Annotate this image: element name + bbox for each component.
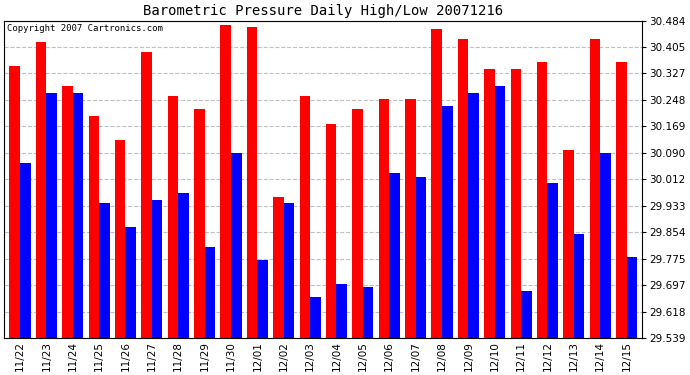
Bar	[521, 291, 531, 338]
Bar	[126, 227, 136, 338]
Bar	[495, 86, 505, 338]
Bar	[299, 96, 310, 338]
Bar	[405, 99, 415, 338]
Bar	[326, 124, 337, 338]
Bar	[431, 29, 442, 338]
Bar	[284, 203, 294, 338]
Bar	[62, 86, 72, 338]
Bar	[484, 69, 495, 338]
Bar	[415, 177, 426, 338]
Bar	[168, 96, 178, 338]
Bar	[20, 163, 30, 338]
Bar	[231, 153, 241, 338]
Bar	[590, 39, 600, 338]
Bar	[563, 150, 574, 338]
Bar	[537, 62, 547, 338]
Bar	[469, 93, 479, 338]
Bar	[72, 93, 83, 338]
Bar	[220, 26, 231, 338]
Bar	[88, 116, 99, 338]
Bar	[273, 196, 284, 338]
Bar	[257, 261, 268, 338]
Bar	[353, 110, 363, 338]
Bar	[310, 297, 321, 338]
Text: Copyright 2007 Cartronics.com: Copyright 2007 Cartronics.com	[8, 24, 164, 33]
Bar	[205, 247, 215, 338]
Bar	[616, 62, 627, 338]
Bar	[10, 66, 20, 338]
Bar	[363, 287, 373, 338]
Bar	[337, 284, 347, 338]
Bar	[442, 106, 453, 338]
Bar	[141, 52, 152, 338]
Bar	[627, 257, 637, 338]
Bar	[457, 39, 469, 338]
Bar	[600, 153, 611, 338]
Bar	[99, 203, 110, 338]
Bar	[152, 200, 162, 338]
Bar	[574, 234, 584, 338]
Bar	[247, 27, 257, 338]
Bar	[178, 194, 189, 338]
Bar	[511, 69, 521, 338]
Title: Barometric Pressure Daily High/Low 20071216: Barometric Pressure Daily High/Low 20071…	[144, 4, 503, 18]
Bar	[194, 110, 205, 338]
Bar	[46, 93, 57, 338]
Bar	[547, 183, 558, 338]
Bar	[115, 140, 126, 338]
Bar	[36, 42, 46, 338]
Bar	[389, 173, 400, 338]
Bar	[379, 99, 389, 338]
